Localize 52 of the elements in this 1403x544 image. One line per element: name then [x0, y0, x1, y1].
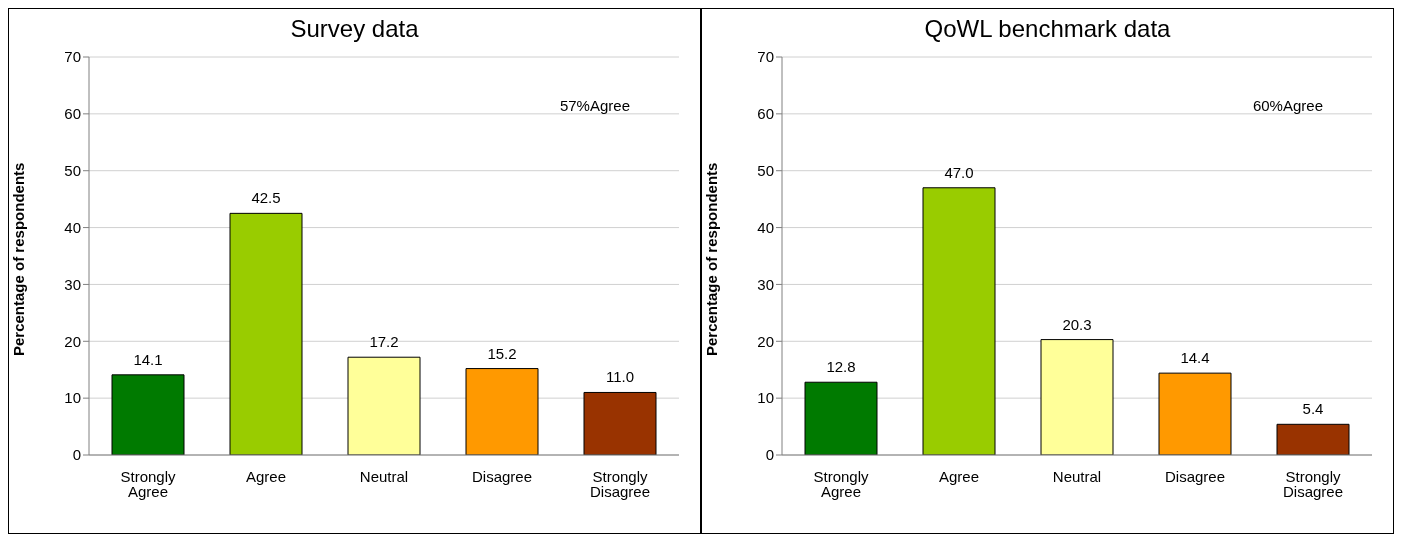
y-axis-title: Percentage of respondents: [703, 162, 721, 356]
y-tick-label: 30: [64, 275, 81, 293]
bar: [111, 374, 185, 455]
data-label: 17.2: [369, 333, 399, 351]
y-tick-label: 10: [64, 389, 81, 407]
data-label: 15.2: [487, 344, 517, 362]
data-label: 14.4: [1180, 349, 1210, 367]
data-label: 47.0: [944, 163, 974, 181]
bar: [922, 187, 996, 455]
x-tick-label: Strongly Disagree: [1282, 467, 1344, 500]
x-tick-label: Disagree: [471, 467, 533, 485]
x-tick-label: Strongly Agree: [120, 467, 177, 500]
bar: [1276, 423, 1350, 455]
y-tick-label: 0: [72, 446, 81, 464]
y-tick-label: 40: [757, 218, 774, 236]
data-label: 14.1: [133, 350, 163, 368]
data-label: 12.8: [826, 358, 856, 376]
y-tick-label: 50: [64, 162, 81, 180]
x-tick-label: Agree: [938, 467, 980, 485]
y-tick-label: 70: [757, 48, 774, 66]
bar: [804, 381, 878, 455]
y-tick-label: 60: [64, 105, 81, 123]
data-label: 20.3: [1062, 315, 1092, 333]
x-tick-label: Agree: [245, 467, 287, 485]
y-tick-label: 0: [765, 446, 774, 464]
x-tick-label: Strongly Agree: [813, 467, 870, 500]
x-tick-label: Neutral: [359, 467, 409, 485]
y-tick-label: 20: [757, 332, 774, 350]
x-tick-label: Disagree: [1164, 467, 1226, 485]
y-tick-label: 30: [757, 275, 774, 293]
y-tick-label: 50: [757, 162, 774, 180]
data-label: 11.0: [605, 368, 635, 386]
y-tick-label: 40: [64, 218, 81, 236]
chart-title: QoWL benchmark data: [923, 15, 1172, 44]
bar: [1158, 372, 1232, 455]
annotation: 60%Agree: [1252, 97, 1323, 114]
x-tick-label: Neutral: [1052, 467, 1102, 485]
bar: [1040, 339, 1114, 455]
x-tick-label: Strongly Disagree: [589, 467, 651, 500]
y-tick-label: 10: [757, 389, 774, 407]
bar: [229, 212, 303, 455]
data-label: 42.5: [251, 189, 281, 207]
chart-title: Survey data: [289, 15, 420, 44]
bar: [583, 391, 657, 455]
y-tick-label: 60: [757, 105, 774, 123]
data-label: 5.4: [1302, 400, 1324, 418]
bar: [465, 368, 539, 455]
annotation: 57%Agree: [559, 97, 630, 114]
bar: [347, 356, 421, 455]
y-tick-label: 20: [64, 332, 81, 350]
y-axis-title: Percentage of respondents: [10, 162, 28, 356]
y-tick-label: 70: [64, 48, 81, 66]
